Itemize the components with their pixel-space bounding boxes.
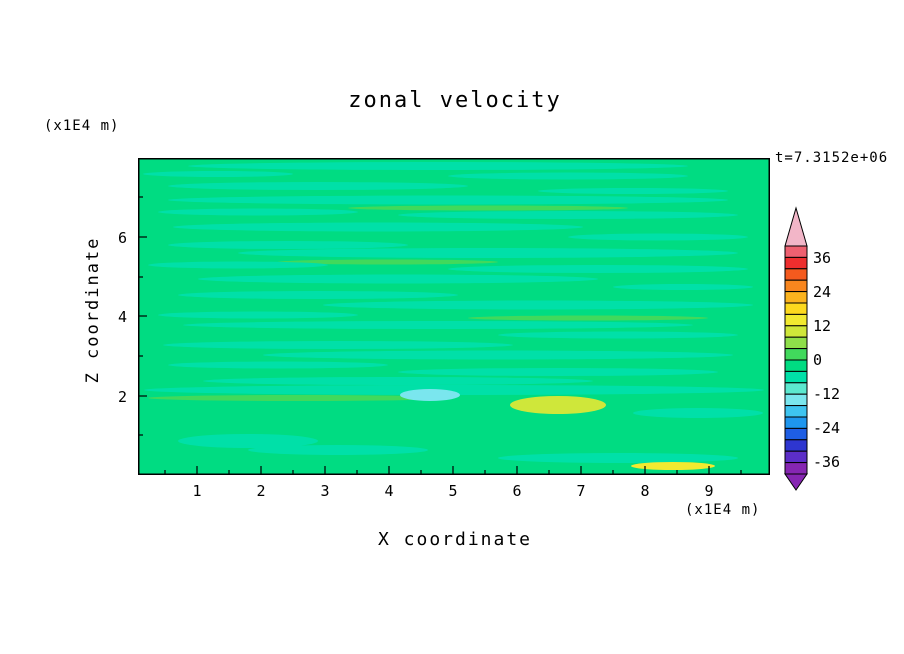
colorbar-segment	[784, 291, 808, 304]
contour-streak	[168, 182, 468, 190]
contour-streak	[538, 188, 728, 194]
contour-streak	[158, 311, 358, 319]
contour-streak	[168, 361, 388, 369]
x-tick-label-2: 2	[256, 482, 266, 500]
contour-streak	[263, 350, 733, 360]
x-tick-label-1: 1	[192, 482, 202, 500]
colorbar-segment	[784, 450, 808, 464]
colorbar-segment	[784, 313, 808, 327]
colorbar-segment	[784, 336, 808, 350]
colorbar-segment	[784, 462, 808, 475]
contour-streak	[143, 171, 293, 177]
x-tick-label-4: 4	[384, 482, 394, 500]
contour-streak	[468, 315, 708, 321]
contour-streak	[144, 385, 764, 395]
colorbar-segment	[784, 268, 808, 281]
contour-streak	[498, 453, 738, 463]
contour-streak	[398, 368, 718, 376]
contour-streak	[148, 261, 328, 269]
cyan-patch	[400, 389, 460, 401]
colorbar-segment	[784, 427, 808, 441]
contour-streak	[158, 208, 358, 216]
contour-plot	[138, 158, 770, 475]
contour-streak	[168, 195, 728, 205]
x-axis-title: X coordinate	[377, 529, 533, 550]
contour-streak	[613, 284, 753, 290]
contour-streak	[633, 408, 763, 418]
contour-streak	[173, 222, 583, 232]
contour-streak	[248, 445, 428, 455]
colorbar-segment	[784, 370, 808, 384]
x-tick-label-7: 7	[576, 482, 586, 500]
x-axis-unit-label: (x1E4 m)	[685, 502, 761, 518]
contour-streak	[168, 241, 408, 249]
x-tick-label-6: 6	[512, 482, 522, 500]
colorbar-label-neg36: -36	[813, 453, 841, 471]
colorbar-bottom-arrow	[784, 473, 808, 491]
contour-streak	[448, 172, 688, 180]
colorbar-segment	[784, 416, 808, 429]
x-tick-label-5: 5	[448, 482, 458, 500]
x-tick-label-8: 8	[640, 482, 650, 500]
colorbar-segment	[784, 393, 808, 407]
colorbar-segment	[784, 245, 808, 258]
colorbar-segment	[784, 439, 808, 452]
y-tick-label-4: 4	[117, 308, 127, 326]
colorbar-label-neg12: -12	[813, 385, 841, 403]
contour-streak	[198, 274, 598, 284]
colorbar-label-24: 24	[813, 283, 832, 301]
colorbar-segment	[784, 279, 808, 293]
yellow-patch	[631, 462, 715, 470]
colorbar-top-arrow	[784, 206, 808, 247]
contour-streak	[163, 341, 513, 349]
contour-streak	[238, 248, 738, 258]
colorbar-segment	[784, 256, 808, 270]
colorbar-segment	[784, 382, 808, 395]
colorbar-label-12: 12	[813, 317, 832, 335]
contour-streak	[568, 233, 748, 241]
contour-streaks	[143, 162, 764, 470]
contour-streak	[178, 291, 458, 299]
contour-streak	[148, 395, 448, 401]
colorbar-segment	[784, 359, 808, 372]
contour-streak	[398, 211, 738, 219]
contour-streak	[188, 162, 688, 170]
x-tick-label-9: 9	[704, 482, 714, 500]
colorbar	[784, 206, 808, 491]
chart-title: zonal velocity	[348, 88, 562, 113]
y-tick-label-2: 2	[117, 388, 127, 406]
contour-streak	[498, 331, 738, 339]
colorbar-segment	[784, 348, 808, 361]
y-axis-unit-label: (x1E4 m)	[44, 118, 120, 134]
colorbar-label-36: 36	[813, 249, 832, 267]
time-annotation: t=7.3152e+06	[775, 150, 889, 166]
contour-streak	[448, 265, 748, 273]
colorbar-label-0: 0	[813, 351, 823, 369]
y-tick-label-6: 6	[117, 229, 127, 247]
contour-streak	[278, 259, 498, 265]
x-tick-label-3: 3	[320, 482, 330, 500]
contour-streak	[348, 205, 628, 211]
plot-border	[138, 158, 770, 475]
contour-streak	[183, 321, 693, 329]
contour-streak	[323, 300, 753, 310]
colorbar-label-neg24: -24	[813, 419, 841, 437]
contour-streak	[178, 434, 318, 448]
contour-streak	[203, 377, 593, 385]
yellow-green-patch	[510, 396, 606, 414]
colorbar-segment	[784, 405, 808, 418]
colorbar-segment	[784, 302, 808, 315]
colorbar-segment	[784, 325, 808, 338]
